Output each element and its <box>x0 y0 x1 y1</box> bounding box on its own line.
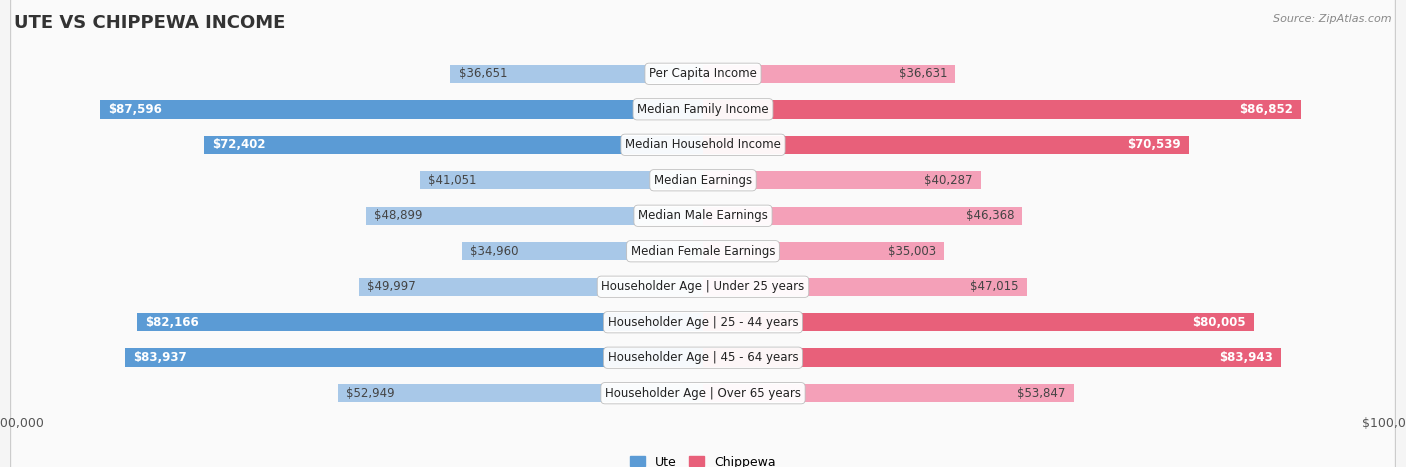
FancyBboxPatch shape <box>11 0 1395 467</box>
Text: UTE VS CHIPPEWA INCOME: UTE VS CHIPPEWA INCOME <box>14 14 285 32</box>
Text: Median Family Income: Median Family Income <box>637 103 769 116</box>
Bar <box>703 206 1022 225</box>
Text: $34,960: $34,960 <box>471 245 519 258</box>
Text: Source: ZipAtlas.com: Source: ZipAtlas.com <box>1274 14 1392 24</box>
Text: $41,051: $41,051 <box>429 174 477 187</box>
Text: $82,166: $82,166 <box>145 316 198 329</box>
Text: $40,287: $40,287 <box>924 174 973 187</box>
Text: Householder Age | 45 - 64 years: Householder Age | 45 - 64 years <box>607 351 799 364</box>
Text: Median Household Income: Median Household Income <box>626 138 780 151</box>
Bar <box>136 313 703 332</box>
Bar <box>703 384 1074 403</box>
FancyBboxPatch shape <box>11 0 1395 467</box>
Text: $49,997: $49,997 <box>367 280 416 293</box>
Text: Median Female Earnings: Median Female Earnings <box>631 245 775 258</box>
Text: $83,937: $83,937 <box>134 351 187 364</box>
Text: $53,847: $53,847 <box>1018 387 1066 400</box>
Text: Per Capita Income: Per Capita Income <box>650 67 756 80</box>
Text: $86,852: $86,852 <box>1239 103 1294 116</box>
FancyBboxPatch shape <box>11 0 1395 467</box>
Bar <box>339 384 703 403</box>
FancyBboxPatch shape <box>11 0 1395 467</box>
Bar <box>703 277 1026 296</box>
Text: $70,539: $70,539 <box>1128 138 1181 151</box>
Bar <box>703 313 1254 332</box>
Text: $83,943: $83,943 <box>1219 351 1272 364</box>
FancyBboxPatch shape <box>11 0 1395 467</box>
Bar <box>359 277 703 296</box>
FancyBboxPatch shape <box>11 0 1395 467</box>
Bar <box>703 348 1281 367</box>
Text: $47,015: $47,015 <box>970 280 1018 293</box>
Bar <box>366 206 703 225</box>
Bar <box>703 171 980 190</box>
FancyBboxPatch shape <box>11 0 1395 467</box>
Text: $35,003: $35,003 <box>887 245 936 258</box>
Text: Householder Age | 25 - 44 years: Householder Age | 25 - 44 years <box>607 316 799 329</box>
Bar <box>450 64 703 83</box>
Text: $36,651: $36,651 <box>458 67 508 80</box>
Legend: Ute, Chippewa: Ute, Chippewa <box>630 456 776 467</box>
Text: Householder Age | Over 65 years: Householder Age | Over 65 years <box>605 387 801 400</box>
Text: Median Male Earnings: Median Male Earnings <box>638 209 768 222</box>
Bar <box>463 242 703 261</box>
Text: $72,402: $72,402 <box>212 138 266 151</box>
Text: $52,949: $52,949 <box>346 387 395 400</box>
Bar <box>204 135 703 154</box>
FancyBboxPatch shape <box>11 0 1395 467</box>
Text: $80,005: $80,005 <box>1192 316 1246 329</box>
Text: $48,899: $48,899 <box>374 209 423 222</box>
Text: $36,631: $36,631 <box>898 67 948 80</box>
Bar <box>703 242 945 261</box>
Bar <box>420 171 703 190</box>
Bar <box>703 64 955 83</box>
Bar <box>125 348 703 367</box>
Text: Median Earnings: Median Earnings <box>654 174 752 187</box>
Bar <box>703 135 1189 154</box>
Text: Householder Age | Under 25 years: Householder Age | Under 25 years <box>602 280 804 293</box>
FancyBboxPatch shape <box>11 0 1395 467</box>
Text: $87,596: $87,596 <box>108 103 162 116</box>
Bar <box>703 100 1302 119</box>
FancyBboxPatch shape <box>11 0 1395 467</box>
Text: $46,368: $46,368 <box>966 209 1014 222</box>
Bar <box>100 100 703 119</box>
